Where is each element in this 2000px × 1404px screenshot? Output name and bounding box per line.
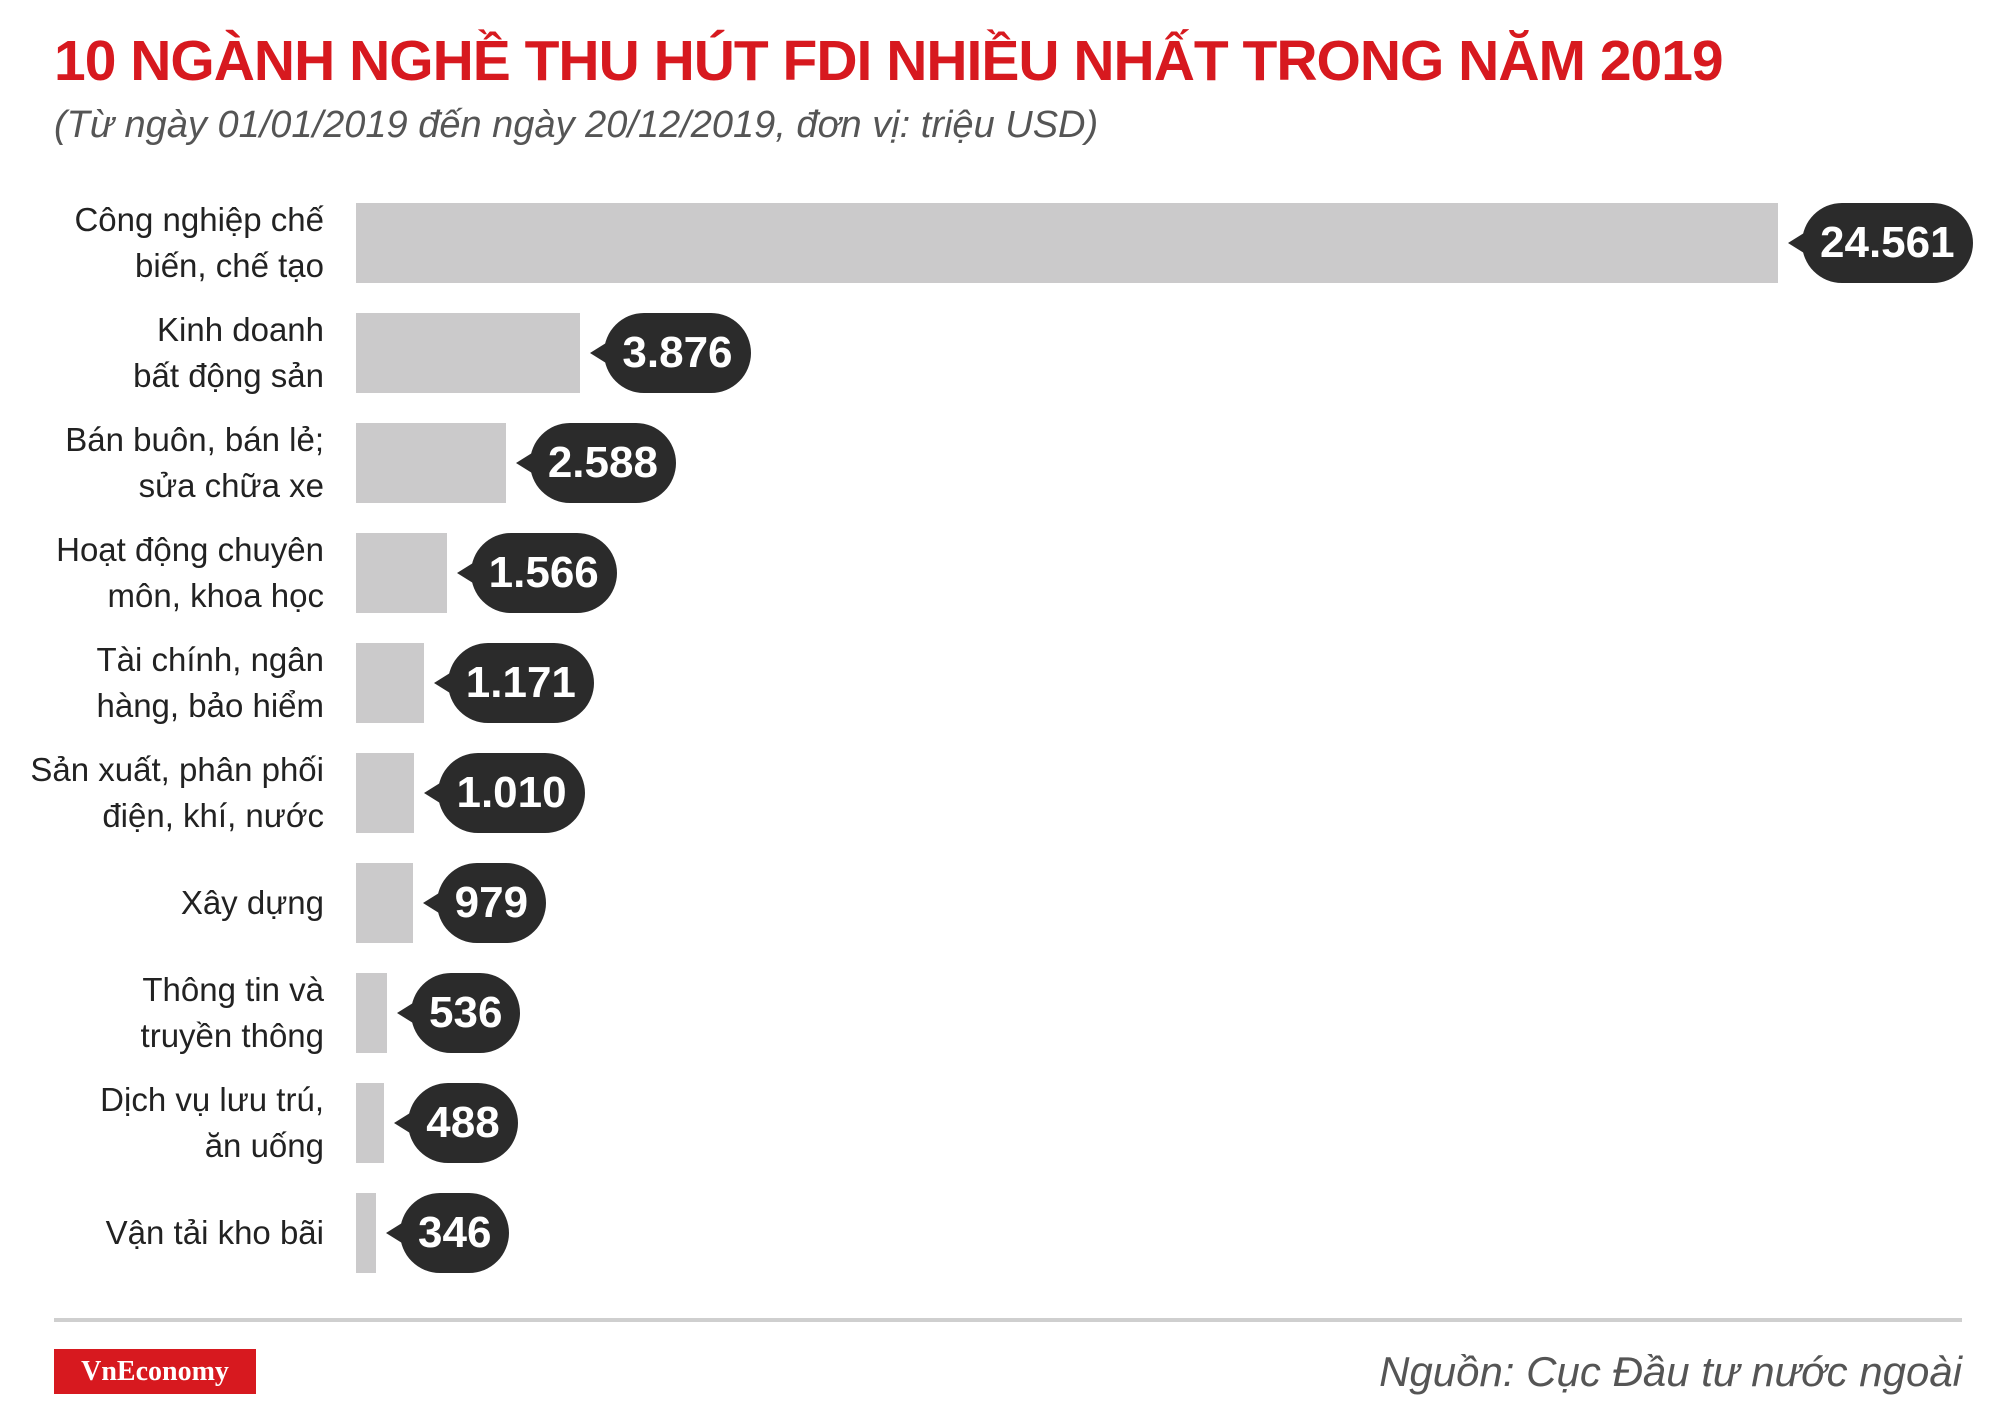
y-tick-label: Xây dựng bbox=[180, 884, 324, 921]
bar bbox=[356, 533, 447, 613]
value-label: 24.561 bbox=[1788, 203, 1973, 283]
y-tick-label: Sản xuất, phân phối điện, khí, nước bbox=[30, 751, 324, 834]
bar bbox=[356, 423, 506, 503]
value-label: 3.876 bbox=[590, 313, 751, 393]
bar bbox=[356, 973, 388, 1053]
y-tick-label: Tài chính, ngân hàng, bảo hiểm bbox=[96, 641, 324, 724]
divider bbox=[54, 1318, 1962, 1322]
chart-subtitle: (Từ ngày 01/01/2019 đến ngày 20/12/2019,… bbox=[54, 104, 1099, 146]
source-note: Nguồn: Cục Đầu tư nước ngoài bbox=[1379, 1348, 1962, 1395]
value-label: 1.010 bbox=[424, 753, 585, 833]
y-tick-label: Dịch vụ lưu trú, ăn uống bbox=[100, 1081, 324, 1164]
y-tick-label: Hoạt động chuyên môn, khoa học bbox=[56, 531, 324, 614]
brand-logo: VnEconomy bbox=[54, 1349, 256, 1394]
bar bbox=[356, 863, 413, 943]
bar bbox=[356, 313, 581, 393]
value-label: 2.588 bbox=[515, 423, 676, 503]
bar bbox=[356, 1083, 385, 1163]
bar bbox=[356, 643, 424, 723]
value-label: 979 bbox=[422, 863, 547, 943]
chart-title: 10 NGÀNH NGHỀ THU HÚT FDI NHIỀU NHẤT TRO… bbox=[54, 29, 1724, 93]
value-label: 1.171 bbox=[433, 643, 594, 723]
bar bbox=[356, 203, 1778, 283]
bar bbox=[356, 1193, 377, 1273]
y-tick-label: Bán buôn, bán lẻ; sửa chữa xe bbox=[65, 421, 324, 504]
y-tick-label: Vận tải kho bãi bbox=[105, 1214, 324, 1251]
value-label: 536 bbox=[396, 973, 521, 1053]
bar bbox=[356, 753, 415, 833]
y-tick-label: Thông tin và truyền thông bbox=[140, 971, 324, 1054]
value-label: 346 bbox=[385, 1193, 510, 1273]
value-label: 488 bbox=[394, 1083, 518, 1163]
value-label: 1.566 bbox=[456, 533, 617, 613]
y-tick-label: Công nghiệp chế biến, chế tạo bbox=[74, 201, 324, 284]
y-tick-label: Kinh doanh bất động sản bbox=[133, 311, 324, 394]
